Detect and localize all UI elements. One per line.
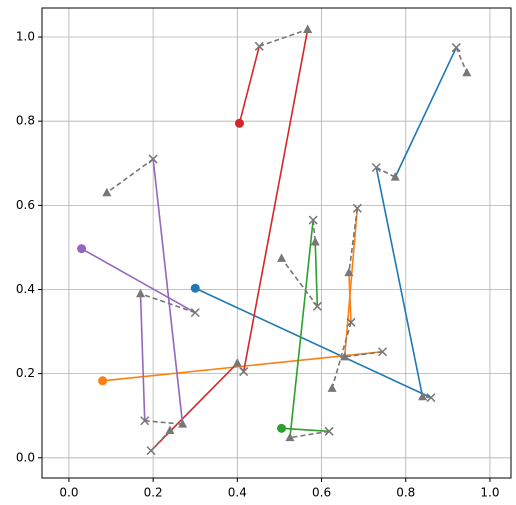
proposed-point <box>346 317 356 327</box>
adjust-line <box>140 292 196 314</box>
accepted-point <box>285 432 295 442</box>
path-line <box>281 427 330 433</box>
accepted-point <box>303 24 313 33</box>
accepted-point <box>327 383 337 392</box>
adjust-line <box>348 208 359 273</box>
proposed-point <box>254 41 264 51</box>
accepted-point <box>165 425 175 434</box>
adjust-line <box>289 430 330 439</box>
proposed-point <box>148 154 158 164</box>
path-line <box>194 287 432 399</box>
adjust-line <box>106 158 154 194</box>
path-line <box>102 350 383 382</box>
path-line <box>289 219 314 438</box>
accepted-point <box>277 253 287 262</box>
adjust-line <box>455 47 468 74</box>
path-line <box>343 208 359 357</box>
start-point <box>277 423 287 433</box>
adjust-line <box>144 419 183 425</box>
path-line <box>81 247 196 314</box>
proposed-point <box>371 162 381 173</box>
accepted-point <box>462 67 472 77</box>
adjust-line <box>258 28 308 48</box>
proposed-point <box>324 426 334 436</box>
accepted-point <box>310 236 320 246</box>
accepted-point <box>344 267 354 277</box>
adjust-line <box>422 395 432 399</box>
path-line <box>242 29 309 372</box>
accepted-point <box>340 351 350 361</box>
adjust-line <box>375 166 396 178</box>
x-tick-label: 0.6 <box>312 486 331 500</box>
x-tick-label: 0.8 <box>396 486 415 500</box>
y-tick-label: 0.4 <box>16 282 35 296</box>
start-point <box>98 376 108 386</box>
x-tick-label: 0.4 <box>228 486 247 500</box>
path-line <box>314 241 319 307</box>
proposed-point <box>426 393 436 403</box>
proposed-point <box>140 416 150 426</box>
proposed-point <box>352 203 362 213</box>
accepted-point <box>102 187 112 197</box>
start-point <box>190 283 200 293</box>
y-tick-label: 0.8 <box>16 114 35 128</box>
adjust-line <box>344 350 383 358</box>
adjust-line <box>331 322 352 389</box>
path-line <box>348 272 352 323</box>
y-tick-label: 0.2 <box>16 366 35 380</box>
proposed-point <box>308 215 318 225</box>
adjust-line <box>280 257 318 307</box>
start-point <box>77 244 87 254</box>
path-line <box>394 47 457 178</box>
path-line <box>375 167 424 397</box>
x-tick-label: 0.0 <box>59 486 78 500</box>
path-line <box>238 46 261 124</box>
proposed-point <box>146 446 156 456</box>
x-tick-label: 1.0 <box>480 486 499 500</box>
accepted-point <box>178 419 188 428</box>
proposed-point <box>239 367 249 377</box>
accepted-point <box>232 358 242 367</box>
proposed-point <box>378 347 388 357</box>
y-tick-label: 0.6 <box>16 198 35 212</box>
x-tick-label: 0.2 <box>144 486 163 500</box>
plot-frame <box>41 7 512 479</box>
proposed-point <box>190 308 200 318</box>
y-tick-label: 0.0 <box>16 450 35 464</box>
accepted-point <box>390 172 400 181</box>
accepted-point <box>418 391 428 401</box>
y-tick-label: 1.0 <box>16 30 35 44</box>
proposed-point <box>312 301 322 311</box>
start-point <box>234 118 244 128</box>
path-line <box>139 293 146 421</box>
proposed-point <box>451 43 461 53</box>
path-line <box>152 158 184 425</box>
accepted-point <box>136 288 146 298</box>
